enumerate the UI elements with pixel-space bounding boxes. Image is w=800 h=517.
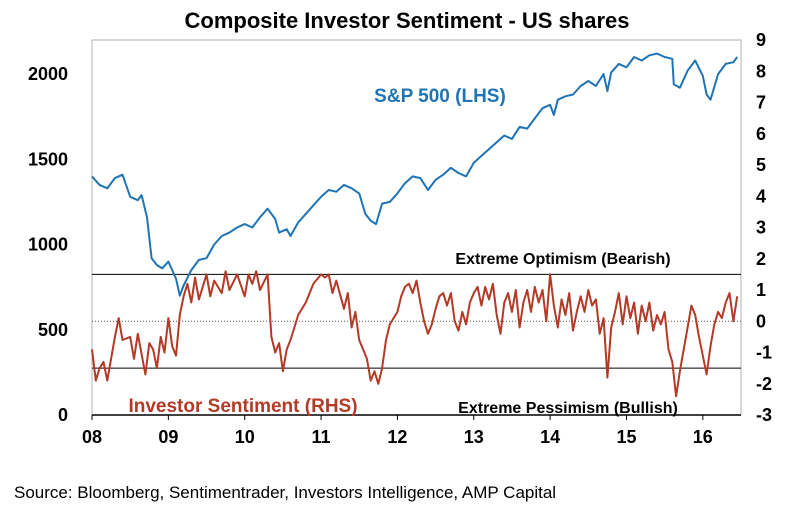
x-tick-label: 10 <box>235 427 255 447</box>
x-tick-label: 09 <box>158 427 178 447</box>
annotation-extreme-optimism: Extreme Optimism (Bearish) <box>455 251 670 268</box>
y-left-tick-label: 0 <box>58 405 68 425</box>
y-right-tick-label: 0 <box>756 311 766 331</box>
x-tick-label: 16 <box>693 427 713 447</box>
y-left-tick-label: 1000 <box>28 235 68 255</box>
y-right-tick-label: 5 <box>756 155 766 175</box>
x-tick-label: 12 <box>387 427 407 447</box>
y-left-tick-label: 1500 <box>28 149 68 169</box>
source-note: Source: Bloomberg, Sentimentrader, Inves… <box>14 483 557 502</box>
series-line-investor-sentiment <box>91 270 739 398</box>
x-tick-label: 08 <box>82 427 102 447</box>
y-right-tick-label: 3 <box>756 218 766 238</box>
x-tick-label: 11 <box>312 427 331 447</box>
series-lines <box>91 52 739 398</box>
reference-lines <box>92 273 741 369</box>
y-left-tick-label: 500 <box>38 320 68 340</box>
series-label-sp500: S&P 500 (LHS) <box>374 86 506 107</box>
series-line-sp500 <box>91 52 739 297</box>
y-right-tick-label: 9 <box>756 30 766 50</box>
y-right-tick-label: -1 <box>756 343 772 363</box>
y-right-tick-label: 6 <box>756 124 766 144</box>
y-right-tick-label: 8 <box>756 61 766 81</box>
x-tick-label: 13 <box>464 427 484 447</box>
annotation-extreme-pessimism: Extreme Pessimism (Bullish) <box>458 400 678 417</box>
series-label-investor-sentiment: Investor Sentiment (RHS) <box>128 396 357 417</box>
y-right-tick-label: 1 <box>756 280 766 300</box>
x-tick-label: 15 <box>616 427 636 447</box>
chart-title: Composite Investor Sentiment - US shares <box>185 8 630 33</box>
y-right-tick-label: 2 <box>756 249 766 269</box>
y-right-tick-label: -3 <box>756 405 772 425</box>
axes: 08 09 10 11 12 13 14 15 160500100015002000-3-2-1… <box>28 30 772 447</box>
y-left-tick-label: 2000 <box>28 64 68 84</box>
y-right-tick-label: 7 <box>756 93 766 113</box>
y-right-tick-label: 4 <box>756 186 766 206</box>
x-tick-label: 14 <box>540 427 560 447</box>
y-right-tick-label: -2 <box>756 374 772 394</box>
